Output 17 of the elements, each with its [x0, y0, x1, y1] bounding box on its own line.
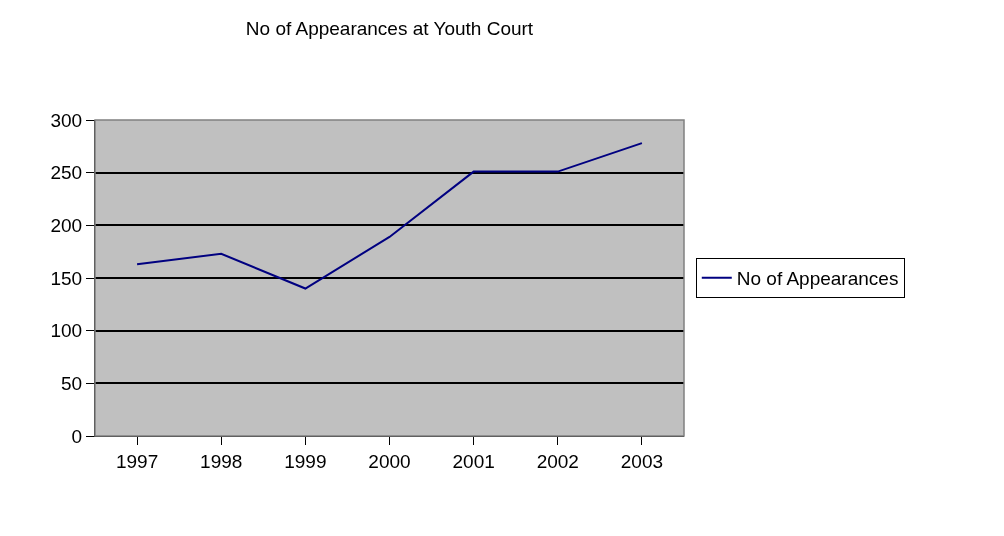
- y-tick-label: 100: [50, 320, 83, 342]
- y-tick-label: 50: [61, 372, 83, 394]
- line-series: [136, 142, 643, 290]
- y-tick-label: 200: [50, 214, 83, 236]
- x-tick-label: 1999: [284, 450, 327, 472]
- y-tick-label: 300: [50, 109, 83, 131]
- legend-label: No of Appearances: [736, 268, 899, 290]
- x-tick-label: 2002: [536, 450, 579, 472]
- y-tick-label: 150: [50, 267, 83, 289]
- x-tick-label: 2003: [620, 450, 664, 472]
- x-tick-label: 2001: [452, 450, 495, 472]
- x-tick-label: 2000: [368, 450, 411, 472]
- y-tick-label: 0: [71, 425, 83, 447]
- chart-title: No of Appearances at Youth Court: [245, 17, 534, 39]
- x-tick-label: 1997: [115, 450, 159, 472]
- y-tick-label: 250: [50, 162, 83, 184]
- x-tick-label: 1998: [200, 450, 243, 472]
